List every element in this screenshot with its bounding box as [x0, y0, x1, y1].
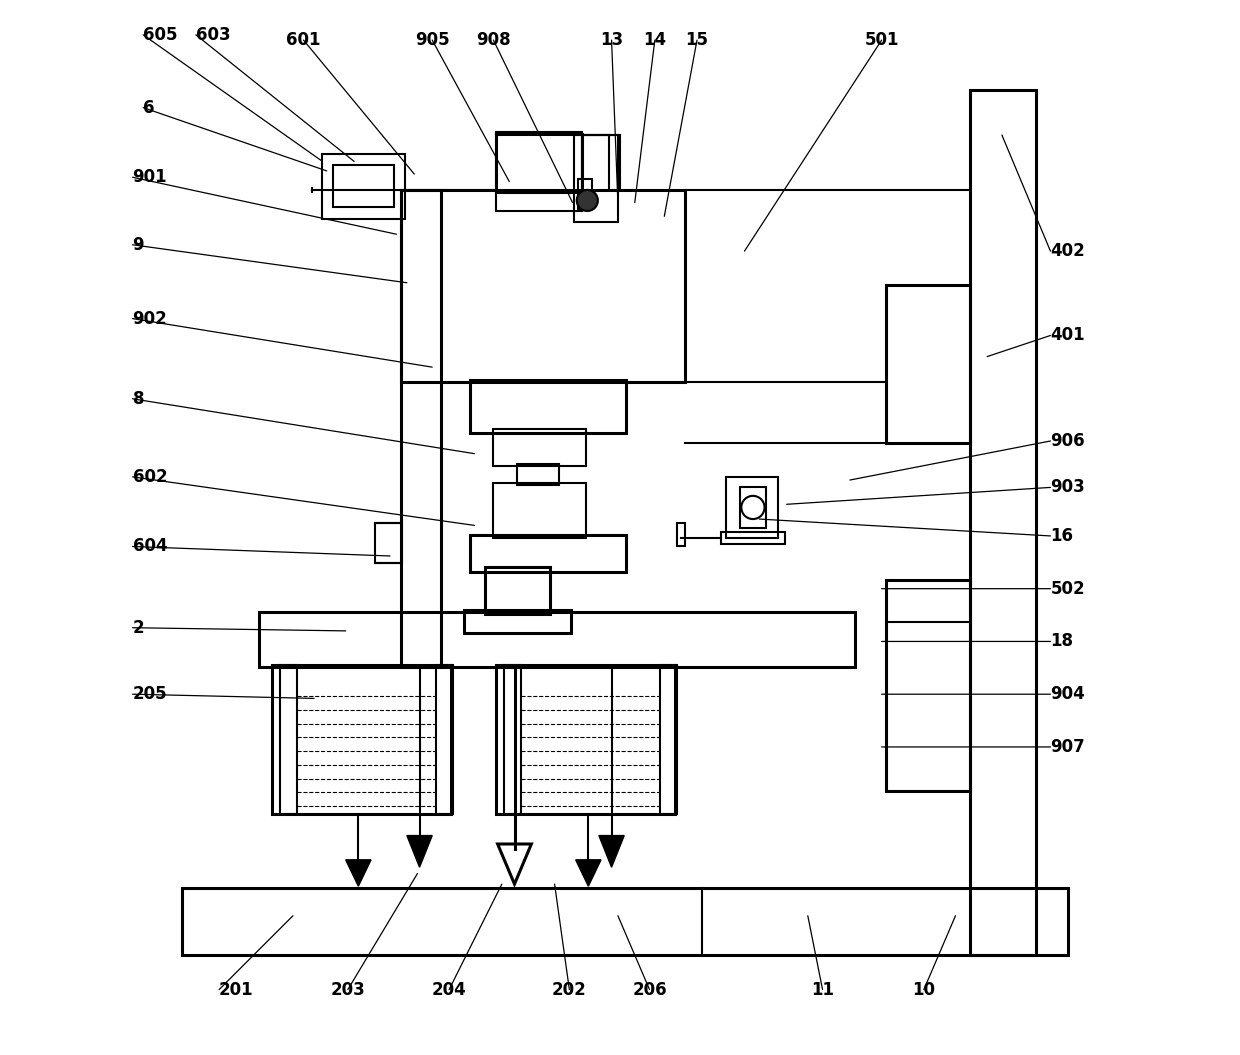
Bar — [485, 567, 551, 614]
Bar — [470, 535, 626, 572]
Polygon shape — [407, 836, 433, 867]
Bar — [272, 665, 451, 814]
Bar — [496, 132, 582, 211]
Text: 9: 9 — [133, 235, 144, 254]
Bar — [182, 888, 1069, 955]
Text: 605: 605 — [143, 25, 177, 44]
Text: 201: 201 — [219, 980, 254, 999]
Bar — [322, 154, 404, 219]
Bar — [464, 610, 572, 633]
Bar — [376, 523, 402, 563]
Bar — [574, 135, 618, 222]
Text: 901: 901 — [133, 168, 167, 187]
Circle shape — [577, 190, 598, 211]
Bar — [436, 665, 454, 814]
Bar — [660, 665, 677, 814]
Bar — [494, 429, 587, 466]
Text: 603: 603 — [196, 25, 231, 44]
Text: 402: 402 — [1050, 242, 1085, 261]
Bar — [885, 580, 970, 791]
Bar — [578, 179, 591, 209]
Bar — [496, 665, 675, 814]
Bar — [334, 165, 394, 207]
Text: 18: 18 — [1050, 632, 1074, 651]
Text: 604: 604 — [133, 537, 167, 556]
Text: 16: 16 — [1050, 526, 1074, 545]
Bar — [503, 665, 521, 814]
Bar — [885, 285, 970, 443]
Text: 601: 601 — [286, 31, 321, 50]
Bar — [494, 483, 587, 538]
Bar — [496, 134, 582, 192]
Text: 205: 205 — [133, 685, 167, 704]
Bar — [401, 190, 686, 382]
Bar — [970, 90, 1035, 955]
Text: 907: 907 — [1050, 737, 1085, 756]
Bar — [725, 477, 779, 538]
Polygon shape — [599, 836, 624, 867]
Text: 6: 6 — [143, 98, 155, 117]
Bar — [401, 190, 440, 667]
Polygon shape — [575, 860, 601, 886]
Text: 906: 906 — [1050, 431, 1085, 450]
Text: 10: 10 — [913, 980, 935, 999]
Text: 202: 202 — [552, 980, 587, 999]
Text: 905: 905 — [415, 31, 450, 50]
Text: 902: 902 — [133, 309, 167, 328]
Text: 15: 15 — [686, 31, 708, 50]
Bar — [722, 532, 785, 544]
Polygon shape — [346, 860, 371, 886]
Text: 204: 204 — [432, 980, 466, 999]
Text: 13: 13 — [600, 31, 624, 50]
Bar — [517, 464, 559, 485]
Bar — [280, 665, 298, 814]
Text: 14: 14 — [644, 31, 666, 50]
Text: 501: 501 — [864, 31, 899, 50]
Bar — [677, 523, 686, 546]
Bar — [740, 487, 765, 528]
Text: 908: 908 — [476, 31, 511, 50]
Bar — [259, 612, 856, 667]
Text: 8: 8 — [133, 389, 144, 408]
Text: 11: 11 — [811, 980, 835, 999]
Text: 2: 2 — [133, 618, 144, 637]
Text: 401: 401 — [1050, 326, 1085, 345]
Text: 602: 602 — [133, 467, 167, 486]
Text: 904: 904 — [1050, 685, 1085, 704]
Bar — [470, 380, 626, 433]
Text: 206: 206 — [632, 980, 667, 999]
Text: 203: 203 — [330, 980, 366, 999]
Text: 502: 502 — [1050, 579, 1085, 598]
Text: 903: 903 — [1050, 478, 1085, 497]
